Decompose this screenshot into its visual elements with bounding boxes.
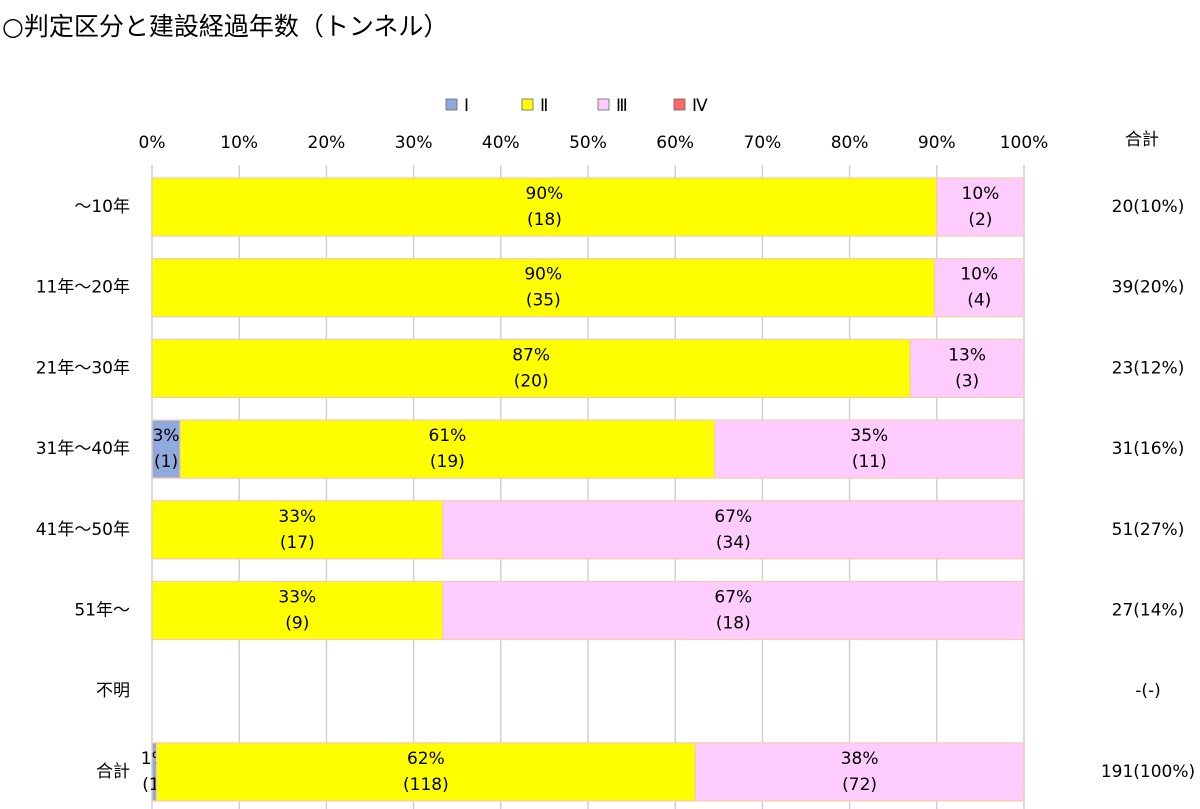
total-label: 20(10%) (1112, 197, 1185, 217)
total-label: 31(16%) (1112, 439, 1185, 459)
count-label: (19) (430, 452, 465, 472)
y-tick-label: 51年～ (74, 601, 130, 621)
x-tick-label: 100% (1000, 133, 1049, 153)
y-tick-label: 41年～50年 (36, 520, 130, 540)
value-label: 33% (278, 507, 316, 527)
value-label: 10% (960, 265, 998, 285)
legend-label: Ⅱ (540, 96, 548, 116)
value-label: 10% (962, 184, 1000, 204)
bar-segment (714, 419, 1025, 479)
total-label: 27(14%) (1112, 601, 1185, 621)
count-label: (1) (154, 452, 178, 472)
y-tick-label: ～10年 (74, 197, 130, 217)
x-tick-label: 80% (831, 133, 869, 153)
legend-swatch (673, 98, 686, 111)
bar-segment (933, 258, 1025, 318)
count-label: (11) (852, 452, 887, 472)
bar-segment (155, 742, 696, 802)
bar-segment (151, 580, 444, 641)
total-label: -(-) (1135, 681, 1161, 701)
bar-segment (442, 500, 1025, 560)
value-label: 61% (428, 426, 466, 446)
chart-title: ○判定区分と建設経過年数（トンネル） (2, 12, 448, 41)
value-label: 3% (153, 426, 180, 446)
legend-swatch (521, 98, 534, 111)
count-label: (118) (403, 775, 449, 795)
x-tick-label: 20% (308, 133, 346, 153)
x-tick-label: 10% (220, 133, 258, 153)
value-label: 90% (526, 184, 564, 204)
bar-segment (151, 500, 444, 560)
count-label: (18) (716, 614, 751, 634)
y-tick-label: 31年～40年 (36, 439, 130, 459)
y-tick-label: 21年～30年 (36, 358, 130, 378)
total-label: 39(20%) (1112, 278, 1185, 298)
legend-label: Ⅰ (464, 96, 469, 116)
total-label: 23(12%) (1112, 358, 1185, 378)
total-label: 191(100%) (1101, 762, 1195, 782)
bar-segment (694, 742, 1025, 802)
count-label: (34) (716, 533, 751, 553)
y-tick-label: 合計 (96, 762, 130, 782)
x-tick-label: 70% (744, 133, 782, 153)
bar-segment (442, 580, 1025, 641)
count-label: (35) (526, 291, 561, 311)
count-label: (72) (842, 775, 877, 795)
y-tick-label: 11年～20年 (36, 278, 130, 298)
value-label: 13% (948, 345, 986, 365)
value-label: 90% (524, 265, 562, 285)
x-tick-label: 60% (656, 133, 694, 153)
y-tick-label: 不明 (96, 681, 130, 701)
value-label: 33% (278, 588, 316, 608)
bar-segment (151, 258, 936, 318)
value-label: 35% (850, 426, 888, 446)
x-tick-label: 30% (395, 133, 433, 153)
total-label: 51(27%) (1112, 520, 1185, 540)
legend-label: Ⅲ (616, 96, 628, 116)
legend-swatch (597, 98, 610, 111)
count-label: (20) (514, 371, 549, 391)
count-label: (4) (967, 291, 991, 311)
count-label: (17) (280, 533, 315, 553)
legend-label: Ⅳ (692, 96, 708, 116)
value-label: 87% (512, 345, 550, 365)
bar-segment (909, 338, 1025, 398)
bar-segment (936, 177, 1025, 237)
count-label: (2) (968, 210, 992, 230)
bar-segment (151, 338, 911, 398)
value-label: 38% (841, 749, 879, 769)
value-label: 62% (407, 749, 445, 769)
x-tick-label: 50% (569, 133, 607, 153)
bar-segment (151, 177, 938, 237)
value-label: 67% (714, 588, 752, 608)
legend-swatch (445, 98, 458, 111)
count-label: (9) (285, 614, 309, 634)
x-tick-label: 40% (482, 133, 520, 153)
x-tick-label: 90% (918, 133, 956, 153)
x-tick-label: 0% (139, 133, 166, 153)
count-label: (18) (527, 210, 562, 230)
totals-header: 合計 (1125, 130, 1159, 150)
count-label: (3) (955, 371, 979, 391)
bar-segment (151, 419, 181, 479)
value-label: 67% (714, 507, 752, 527)
